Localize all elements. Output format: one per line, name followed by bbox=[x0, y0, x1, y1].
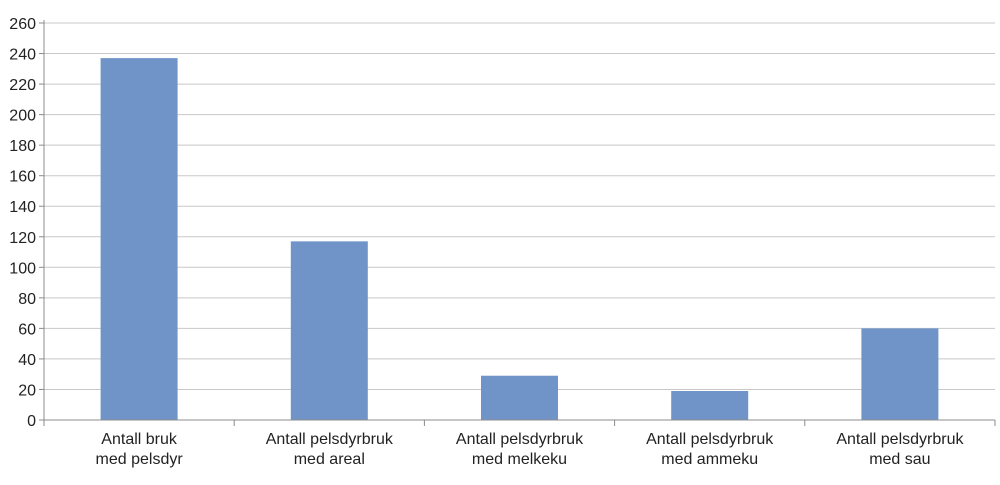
y-tick-label: 60 bbox=[18, 321, 36, 338]
y-tick-label: 260 bbox=[9, 16, 36, 33]
y-tick-label: 40 bbox=[18, 352, 36, 369]
x-axis-category-labels: Antall bruk med pelsdyr Antall pelsdyrbruk… bbox=[96, 431, 965, 468]
bars bbox=[100, 58, 939, 420]
y-tick-label: 220 bbox=[9, 77, 36, 94]
y-tick-label: 180 bbox=[9, 138, 36, 155]
y-tick-label: 160 bbox=[9, 169, 36, 186]
x-category-label: Antall pelsdyrbruk med ammeku bbox=[646, 431, 774, 468]
x-category-label: Antall pelsdyrbruk med areal bbox=[266, 431, 394, 468]
bar bbox=[290, 241, 368, 420]
bar bbox=[481, 375, 558, 420]
y-tick-label: 100 bbox=[9, 260, 36, 277]
y-tick-label: 200 bbox=[9, 108, 36, 125]
bar bbox=[861, 328, 939, 420]
bar bbox=[671, 390, 749, 420]
axes bbox=[43, 20, 996, 426]
y-axis-tick-labels: 0 20 40 60 80 100 120 140 160 180 200 220 240 260 bbox=[9, 16, 36, 430]
y-tick-label: 80 bbox=[18, 291, 36, 308]
y-tick-label: 0 bbox=[27, 413, 36, 430]
x-category-label: Antall bruk med pelsdyr bbox=[96, 431, 184, 468]
y-tick-label: 120 bbox=[9, 230, 36, 247]
y-tick-label: 20 bbox=[18, 382, 36, 399]
x-category-label: Antall pelsdyrbruk med sau bbox=[836, 431, 964, 468]
y-tick-label: 240 bbox=[9, 47, 36, 64]
x-category-label: Antall pelsdyrbruk med melkeku bbox=[456, 431, 584, 468]
gridlines bbox=[39, 22, 995, 421]
y-tick-label: 140 bbox=[9, 199, 36, 216]
bar bbox=[100, 58, 178, 420]
